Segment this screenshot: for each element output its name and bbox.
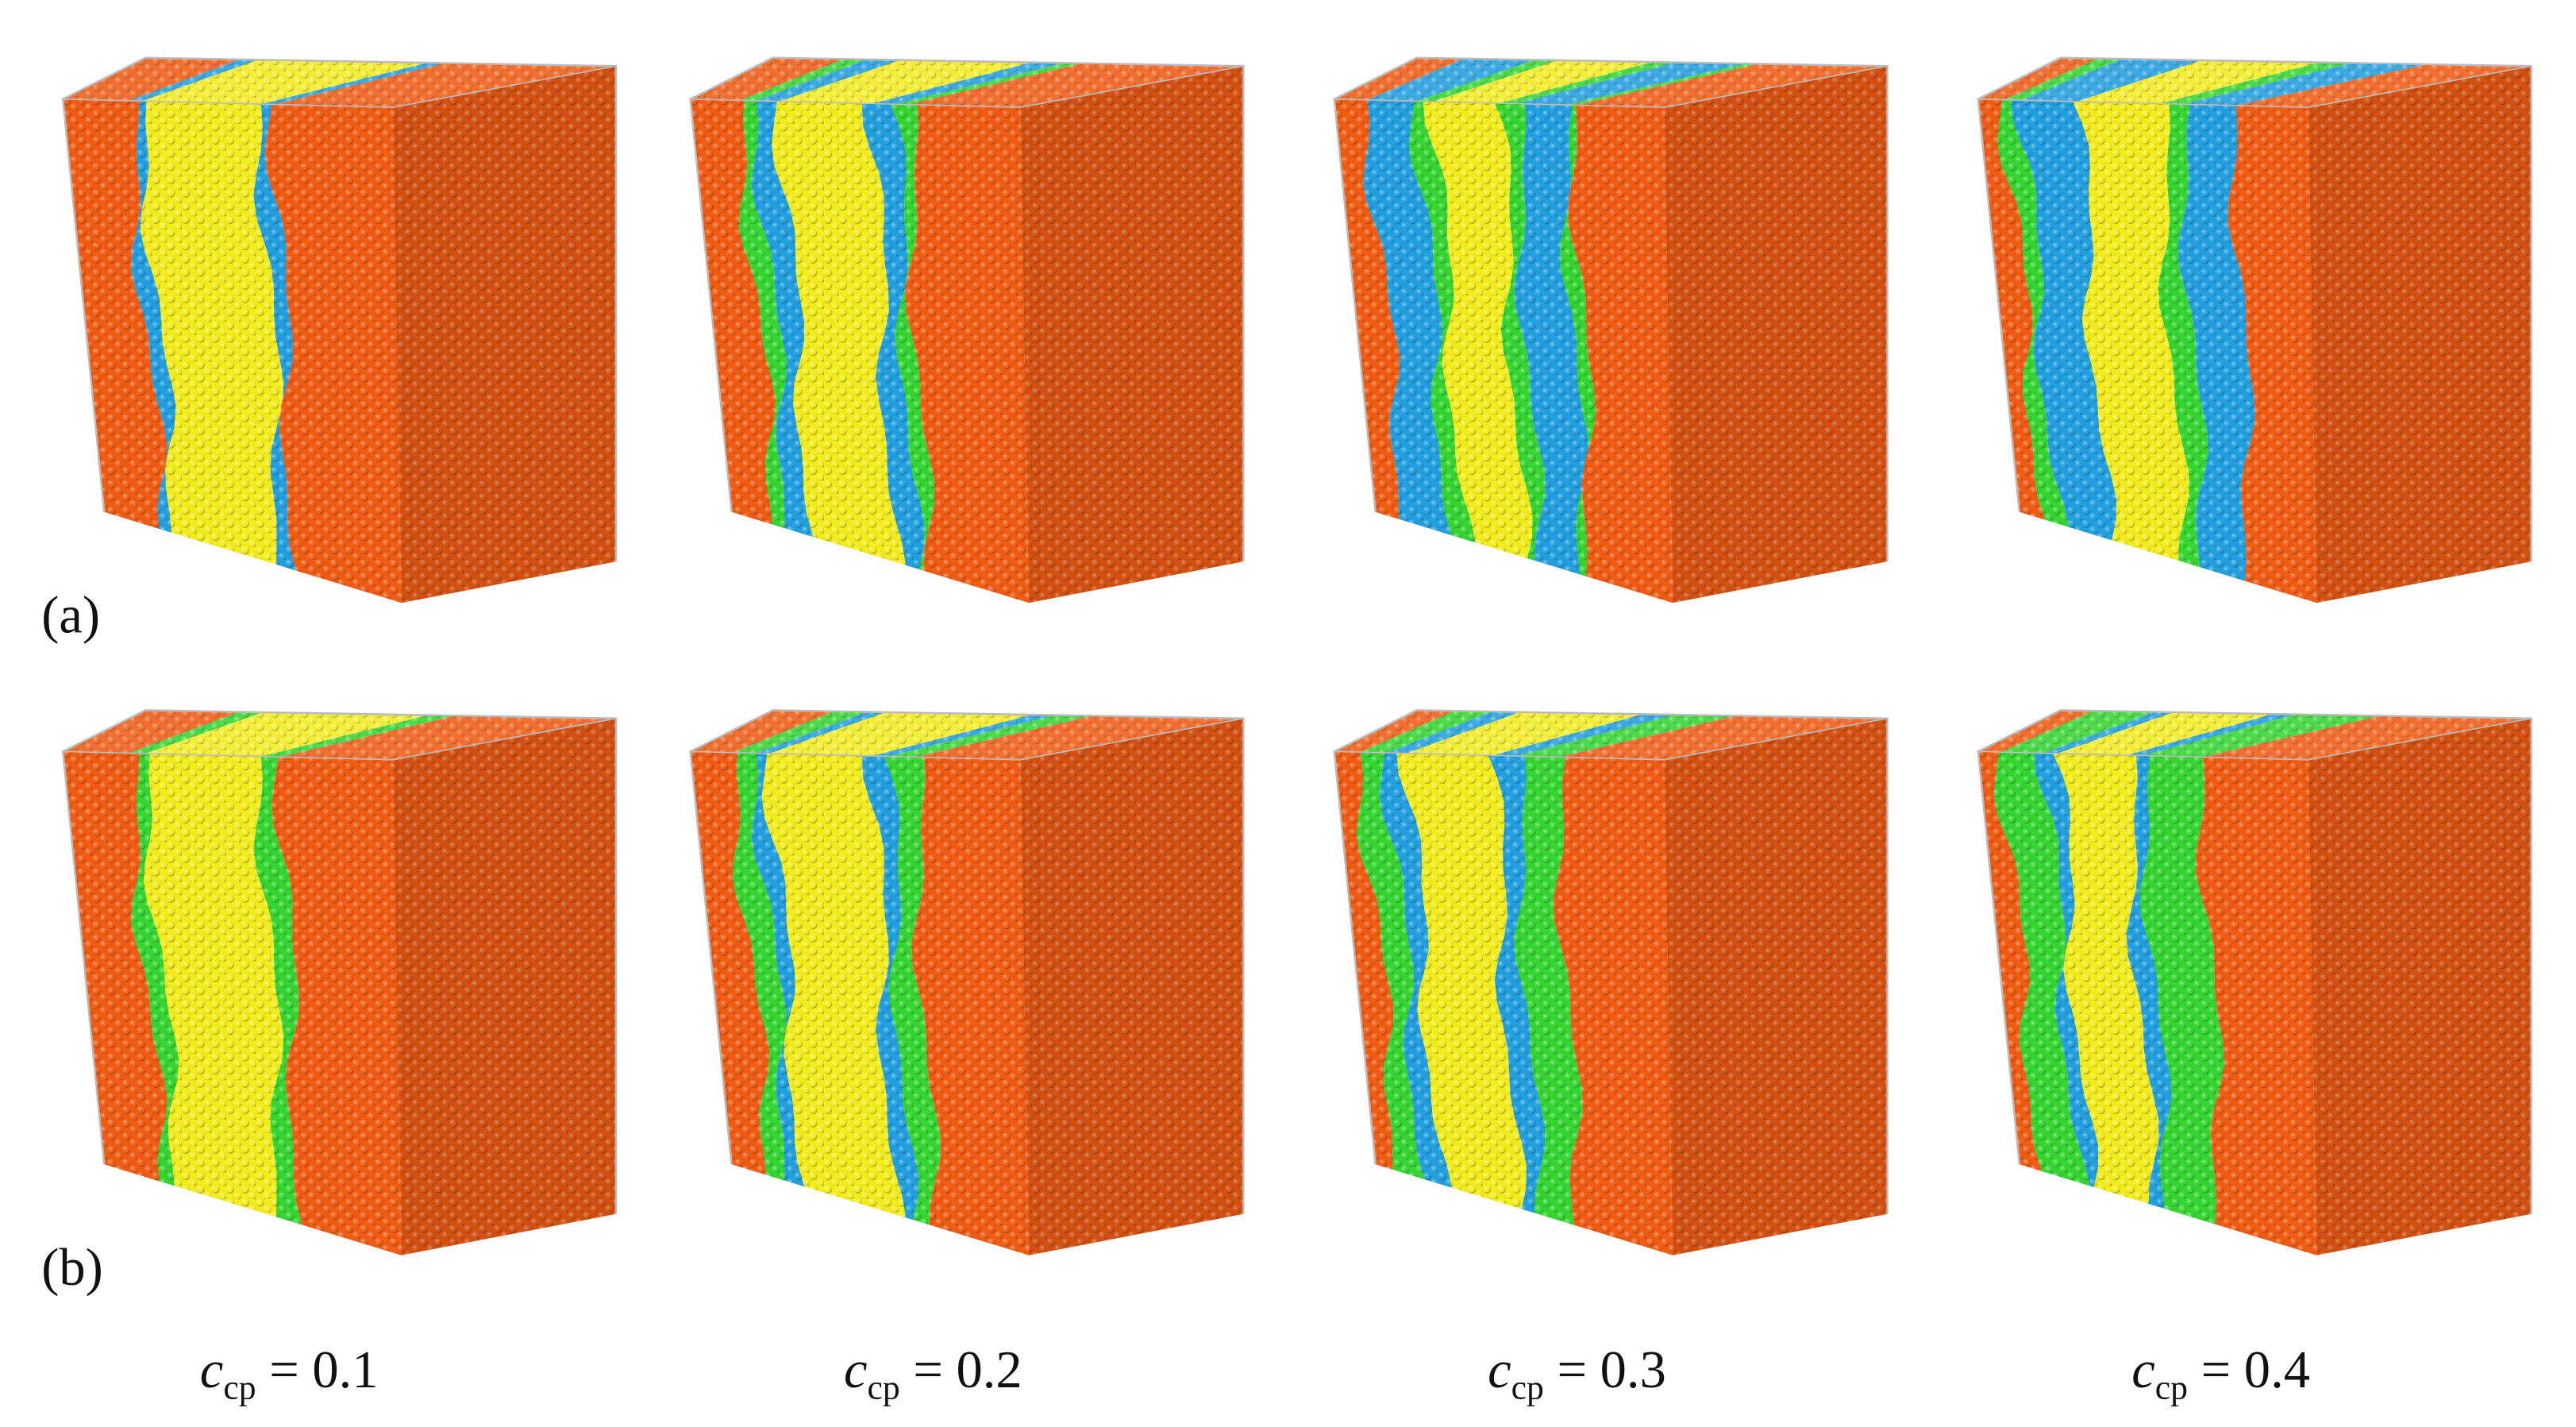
box-edges [689, 56, 1245, 562]
value: 0.1 [312, 1341, 378, 1399]
sphere-texture [690, 710, 1244, 760]
box-edges [690, 65, 1244, 109]
sphere-texture [1664, 718, 1888, 1255]
relation: = [913, 1341, 943, 1399]
side-shade [1664, 718, 1888, 1255]
sphere-texture [2308, 66, 2532, 604]
side-shade [1020, 66, 1244, 604]
top-shade [63, 710, 616, 760]
subscript: cp [1511, 1369, 1544, 1407]
simulation-cube [1333, 709, 1889, 1255]
sphere-texture [1020, 718, 1244, 1255]
column-label: ccp = 0.1 [200, 1341, 379, 1407]
side-shade [393, 66, 616, 604]
sphere-texture [1334, 57, 1888, 108]
simulation-cube [61, 56, 618, 604]
side-shade [2308, 66, 2532, 604]
sphere-texture [1664, 66, 1888, 604]
simulation-cube [61, 709, 618, 1255]
box-edges [689, 709, 1245, 1214]
box-edges [1333, 56, 1889, 562]
box-edges [1977, 65, 2532, 109]
side-shade [393, 718, 616, 1255]
sphere-texture [63, 57, 616, 108]
subscript: cp [223, 1369, 256, 1407]
box-edges [63, 717, 617, 761]
top-shade [690, 57, 1244, 108]
panel-label: (a) [41, 587, 100, 645]
top-shade [690, 710, 1244, 760]
side-shade [1020, 718, 1244, 1255]
box-edges [1334, 65, 1888, 109]
top-shade [1334, 57, 1888, 108]
sphere-texture [690, 98, 1029, 604]
sphere-texture [690, 57, 1244, 108]
sphere-texture [393, 718, 616, 1255]
sphere-texture [1977, 751, 2317, 1255]
top-shade [1977, 57, 2532, 108]
simulation-cube [1333, 56, 1889, 604]
relation: = [269, 1341, 299, 1399]
column-label: ccp = 0.2 [844, 1341, 1022, 1407]
box-edges [690, 717, 1244, 761]
sphere-texture [1977, 57, 2532, 108]
symbol: c [200, 1341, 224, 1399]
sphere-texture [1334, 98, 1673, 604]
sphere-texture [63, 98, 402, 604]
sphere-texture [1977, 710, 2532, 760]
column-label: ccp = 0.3 [1488, 1341, 1666, 1407]
relation: = [2201, 1341, 2231, 1399]
sphere-texture [63, 751, 402, 1255]
simulation-cube [689, 709, 1245, 1255]
simulation-cube [1977, 709, 2532, 1255]
sphere-texture [690, 751, 1029, 1255]
side-shade [1664, 66, 1888, 604]
box-edges [1977, 717, 2532, 761]
subscript: cp [867, 1369, 899, 1407]
top-shade [1977, 710, 2532, 760]
box-edges [1977, 56, 2532, 562]
sphere-texture [1020, 66, 1244, 604]
panel-label: (b) [41, 1239, 103, 1297]
relation: = [1557, 1341, 1587, 1399]
box-edges [1977, 709, 2532, 1214]
box-edges [61, 56, 618, 562]
sphere-texture [393, 66, 616, 604]
simulation-cube [689, 56, 1245, 604]
symbol: c [844, 1341, 868, 1399]
sphere-texture [1334, 710, 1888, 760]
subscript: cp [2155, 1369, 2188, 1407]
side-shade [2308, 718, 2532, 1255]
sphere-texture [63, 710, 616, 760]
sphere-texture [1977, 98, 2317, 604]
box-edges [63, 65, 617, 109]
sphere-texture [2308, 718, 2532, 1255]
symbol: c [1488, 1341, 1511, 1399]
value: 0.4 [2244, 1341, 2310, 1399]
value: 0.2 [957, 1341, 1022, 1399]
sphere-texture [1334, 751, 1673, 1255]
value: 0.3 [1600, 1341, 1666, 1399]
box-edges [1334, 717, 1888, 761]
top-shade [1334, 710, 1888, 760]
symbol: c [2131, 1341, 2155, 1399]
top-shade [63, 57, 616, 108]
box-edges [1333, 709, 1889, 1214]
simulation-cube [1977, 56, 2532, 604]
box-edges [61, 709, 618, 1214]
column-label: ccp = 0.4 [2131, 1341, 2310, 1407]
